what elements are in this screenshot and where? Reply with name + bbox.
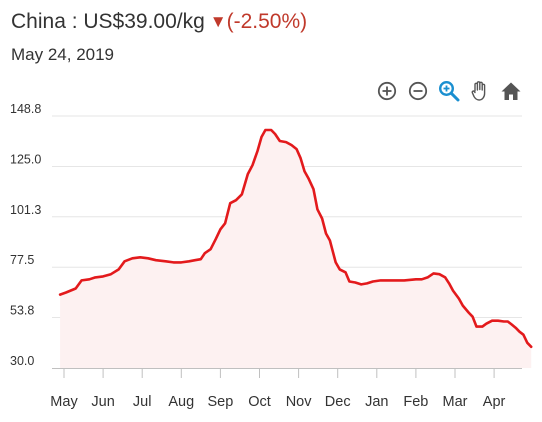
x-tick-label: Dec	[325, 394, 351, 410]
x-tick-label: Apr	[483, 394, 506, 410]
price-change: (-2.50%)	[226, 10, 308, 33]
pan-button[interactable]	[469, 80, 491, 102]
x-tick-label: Jul	[133, 394, 152, 410]
x-tick-label: Oct	[248, 394, 271, 410]
magnify-icon	[438, 80, 460, 102]
price-title: China : US$39.00/kg	[11, 10, 205, 33]
zoom-out-button[interactable]	[407, 80, 429, 102]
x-axis-labels: May Jun Jul Aug Sep Oct Nov Dec Jan Feb Mar Apr	[50, 394, 505, 410]
series-line-path	[58, 128, 533, 349]
zoom-in-button[interactable]	[376, 80, 398, 102]
reset-zoom-button[interactable]	[500, 80, 522, 102]
pan-hand-icon	[471, 81, 486, 101]
x-tick-label: Feb	[403, 394, 428, 410]
y-tick-label: 30.0	[10, 354, 34, 368]
home-icon	[501, 82, 521, 100]
zoom-select-button[interactable]	[438, 80, 460, 102]
series-line	[58, 128, 533, 349]
title-row: China : US$39.00/kg ▼(-2.50%)	[11, 8, 307, 36]
x-tick-label: Sep	[207, 394, 233, 410]
y-tick-label: 125.0	[10, 152, 41, 166]
chart-header: China : US$39.00/kg ▼(-2.50%) May 24, 201…	[11, 8, 307, 68]
series-area-fill	[60, 130, 532, 368]
y-tick-label: 77.5	[10, 253, 34, 267]
zoom-out-icon	[408, 81, 428, 101]
x-axis	[52, 368, 522, 378]
x-tick-label: Nov	[286, 394, 313, 410]
down-arrow-icon: ▼	[209, 12, 227, 31]
y-tick-label: 148.8	[10, 102, 41, 116]
price-date: May 24, 2019	[11, 45, 115, 64]
y-tick-label: 53.8	[10, 304, 34, 318]
chart-toolbar	[376, 80, 522, 102]
y-tick-label: 101.3	[10, 203, 41, 217]
x-tick-label: Aug	[168, 394, 194, 410]
series-area	[60, 130, 532, 368]
x-tick-label: Mar	[443, 394, 468, 410]
x-tick-label: Jun	[91, 394, 114, 410]
x-tick-label: May	[50, 394, 78, 410]
x-tick-label: Jan	[365, 394, 388, 410]
zoom-in-icon	[377, 81, 397, 101]
y-axis-labels: 148.8 125.0 101.3 77.5 53.8 30.0	[10, 102, 41, 368]
